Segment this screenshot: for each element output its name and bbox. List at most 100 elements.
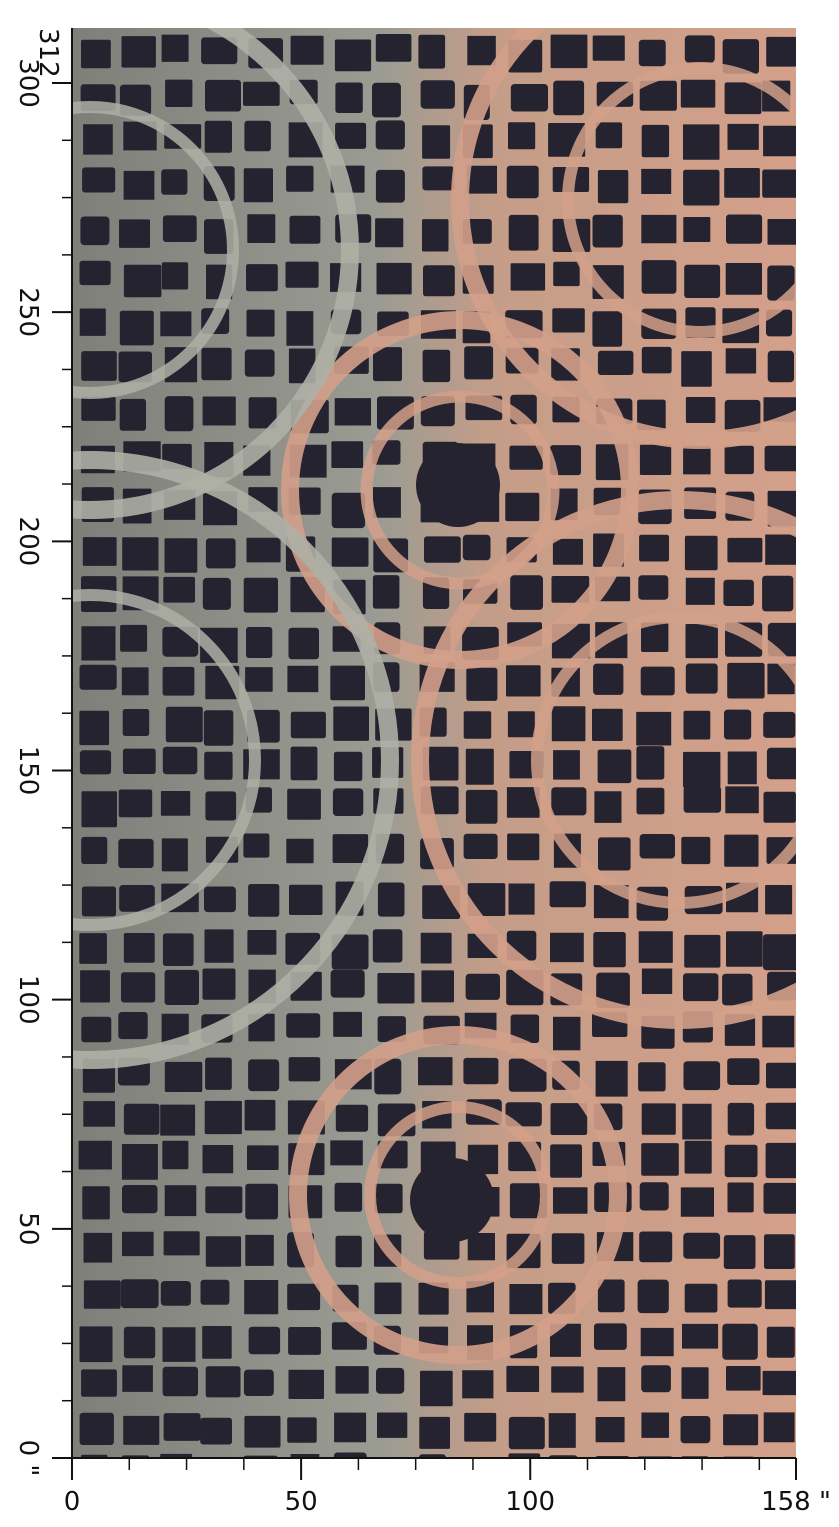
city-block xyxy=(80,970,110,1003)
city-block xyxy=(684,1283,718,1313)
curved-street xyxy=(360,390,560,590)
city-block xyxy=(418,1282,449,1315)
city-block xyxy=(121,36,156,68)
city-block xyxy=(332,788,364,816)
city-block xyxy=(510,263,546,291)
city-block xyxy=(762,1370,796,1396)
city-block xyxy=(331,441,364,468)
x-tick-label: 0 xyxy=(64,1487,81,1517)
x-tick-label: 50 xyxy=(285,1487,318,1517)
city-block xyxy=(201,37,238,65)
city-block xyxy=(762,934,796,971)
city-block xyxy=(290,711,326,739)
city-block xyxy=(506,1365,540,1392)
city-block xyxy=(424,536,461,563)
city-block xyxy=(766,1062,796,1089)
city-block xyxy=(595,1060,628,1097)
city-block xyxy=(685,397,716,423)
city-block xyxy=(553,1187,588,1214)
city-block xyxy=(290,746,318,781)
city-block xyxy=(122,709,150,736)
city-block xyxy=(681,836,711,865)
city-block xyxy=(638,575,669,600)
city-block xyxy=(81,351,117,381)
city-block xyxy=(248,884,280,917)
city-block xyxy=(725,263,762,295)
city-block xyxy=(766,747,796,780)
city-block xyxy=(83,1280,121,1309)
curved-street xyxy=(364,1101,552,1289)
city-block xyxy=(202,1326,232,1359)
city-block xyxy=(161,169,188,195)
city-block xyxy=(162,933,194,966)
city-block xyxy=(204,120,232,153)
city-block xyxy=(506,665,541,697)
city-block xyxy=(683,217,711,242)
city-block xyxy=(248,1326,281,1355)
city-block xyxy=(120,624,148,652)
city-block xyxy=(79,1326,113,1363)
city-block xyxy=(118,838,154,868)
city-block xyxy=(762,1015,795,1048)
city-block xyxy=(639,834,675,859)
city-block xyxy=(641,168,672,194)
city-block xyxy=(81,1016,112,1043)
city-block xyxy=(597,170,629,204)
city-block xyxy=(553,261,580,287)
city-block xyxy=(506,787,540,818)
city-block xyxy=(79,308,106,336)
city-block xyxy=(766,1326,795,1358)
city-block xyxy=(79,260,111,286)
city-block xyxy=(81,396,116,421)
city-block xyxy=(290,35,324,65)
city-block xyxy=(550,34,588,69)
city-block xyxy=(247,1145,279,1170)
city-block xyxy=(205,1057,232,1090)
city-block xyxy=(636,746,665,780)
city-block xyxy=(200,1417,232,1445)
city-block xyxy=(375,34,412,62)
city-block xyxy=(639,80,677,111)
city-block xyxy=(246,264,278,292)
city-block xyxy=(592,35,625,61)
city-block xyxy=(767,219,796,245)
city-block xyxy=(375,1457,411,1458)
city-block xyxy=(244,1280,279,1315)
curved-street xyxy=(72,101,239,399)
city-block xyxy=(160,1453,193,1458)
city-block xyxy=(722,973,753,1006)
city-block xyxy=(725,786,759,814)
city-block xyxy=(375,120,405,150)
city-block xyxy=(122,1231,154,1257)
city-block xyxy=(592,214,623,248)
city-block xyxy=(377,882,405,917)
city-block xyxy=(119,398,146,431)
city-block xyxy=(762,169,796,198)
city-block xyxy=(551,706,586,742)
y-tick-label: 150 xyxy=(13,746,43,796)
city-block xyxy=(289,215,321,244)
city-block xyxy=(122,537,159,571)
city-block xyxy=(162,1327,196,1362)
curved-street xyxy=(72,28,359,519)
city-block xyxy=(205,1366,241,1398)
city-block xyxy=(335,122,367,149)
city-block xyxy=(119,219,150,248)
city-block xyxy=(422,746,459,781)
city-block xyxy=(161,838,188,872)
city-block xyxy=(551,576,590,603)
city-block xyxy=(422,219,449,252)
city-block xyxy=(727,751,757,785)
city-block xyxy=(550,932,584,963)
city-block xyxy=(598,837,631,871)
city-block xyxy=(553,80,585,116)
city-block xyxy=(685,624,718,659)
city-block xyxy=(82,537,117,566)
city-block xyxy=(331,537,369,567)
curved-street xyxy=(411,491,796,1029)
city-block xyxy=(463,711,492,739)
city-block xyxy=(420,932,452,964)
city-block xyxy=(375,169,405,203)
city-block xyxy=(763,1182,796,1214)
